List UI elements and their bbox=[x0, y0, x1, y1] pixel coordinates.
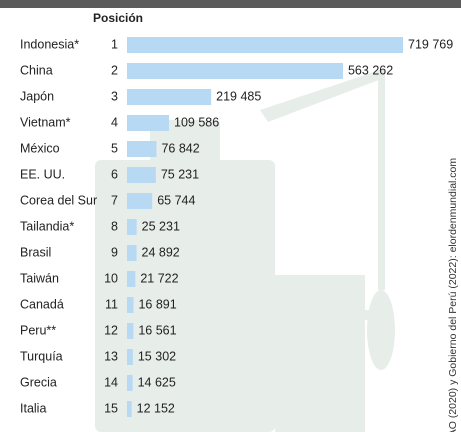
value-label: 65 744 bbox=[157, 193, 195, 207]
value-label: 16 891 bbox=[138, 297, 176, 311]
value-label: 25 231 bbox=[142, 219, 180, 233]
country-label: Canadá bbox=[20, 297, 64, 311]
bar bbox=[127, 401, 132, 417]
position-header: Posición bbox=[93, 11, 143, 25]
country-label: Italia bbox=[20, 401, 46, 415]
bar bbox=[127, 297, 134, 313]
position-label: 14 bbox=[104, 375, 118, 389]
value-label: 16 561 bbox=[138, 323, 176, 337]
country-label: Grecia bbox=[20, 375, 57, 389]
position-label: 1 bbox=[111, 37, 118, 51]
bar bbox=[127, 375, 133, 391]
value-label: 719 769 bbox=[408, 37, 453, 51]
top-band bbox=[0, 0, 461, 8]
bar bbox=[127, 219, 137, 235]
bar bbox=[127, 323, 134, 339]
background-illustration bbox=[95, 70, 395, 432]
country-label: Peru** bbox=[20, 323, 56, 337]
bar bbox=[127, 63, 343, 79]
bar bbox=[127, 193, 153, 209]
position-label: 8 bbox=[111, 219, 118, 233]
bar bbox=[127, 271, 136, 287]
position-label: 9 bbox=[111, 245, 118, 259]
bar bbox=[127, 115, 170, 131]
source: FAO (2020) y Gobierno del Perú (2022): e… bbox=[447, 158, 459, 432]
position-label: 12 bbox=[104, 323, 118, 337]
value-label: 75 231 bbox=[161, 167, 199, 181]
position-label: 11 bbox=[105, 297, 118, 311]
position-label: 15 bbox=[104, 401, 118, 415]
country-label: Japón bbox=[20, 89, 54, 103]
value-label: 219 485 bbox=[216, 89, 261, 103]
country-label: Indonesia* bbox=[20, 37, 79, 51]
country-label: EE. UU. bbox=[20, 167, 65, 181]
value-label: 563 262 bbox=[348, 63, 393, 77]
country-label: Brasil bbox=[20, 245, 51, 259]
country-label: Taiwán bbox=[20, 271, 59, 285]
bar bbox=[127, 89, 212, 105]
country-label: Vietnam* bbox=[20, 115, 71, 129]
country-label: China bbox=[20, 63, 53, 77]
country-label: México bbox=[20, 141, 60, 155]
position-label: 4 bbox=[111, 115, 118, 129]
position-label: 5 bbox=[111, 141, 118, 155]
position-label: 3 bbox=[111, 89, 118, 103]
value-label: 24 892 bbox=[142, 245, 180, 259]
value-label: 14 625 bbox=[138, 375, 176, 389]
bar bbox=[127, 141, 157, 157]
position-label: 10 bbox=[104, 271, 118, 285]
position-label: 6 bbox=[111, 167, 118, 181]
bar bbox=[127, 245, 137, 261]
bar bbox=[127, 167, 156, 183]
value-label: 109 586 bbox=[174, 115, 219, 129]
value-label: 21 722 bbox=[140, 271, 178, 285]
value-label: 15 302 bbox=[138, 349, 176, 363]
value-label: 12 152 bbox=[137, 401, 175, 415]
bar bbox=[127, 37, 403, 53]
position-label: 2 bbox=[111, 63, 118, 77]
country-label: Corea del Sur bbox=[20, 193, 97, 207]
position-label: 7 bbox=[111, 193, 118, 207]
position-label: 13 bbox=[104, 349, 118, 363]
bar bbox=[127, 349, 133, 365]
country-label: Tailandia* bbox=[20, 219, 74, 233]
value-label: 76 842 bbox=[161, 141, 199, 155]
country-label: Turquía bbox=[20, 349, 63, 363]
